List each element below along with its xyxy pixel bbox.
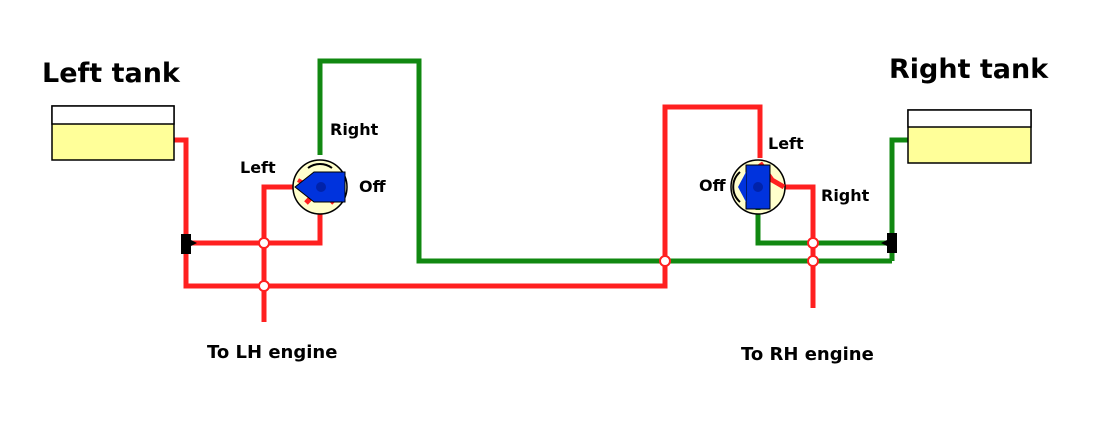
right-valve-label-left: Left xyxy=(768,134,804,153)
right-tank-label: Right tank xyxy=(889,54,1049,85)
right-valve-handle-tip-icon xyxy=(738,172,746,202)
crossover-hop xyxy=(258,237,270,249)
left-check-valve-icon xyxy=(181,234,197,254)
green-line-right-tank-outlet xyxy=(889,137,908,261)
crossover-hop xyxy=(659,255,671,267)
left-valve-label-right: Right xyxy=(330,120,379,139)
left-valve-ports-icon xyxy=(307,163,333,169)
red-line-left-tank-outlet xyxy=(174,104,763,289)
to-lh-engine-label: To LH engine xyxy=(207,342,337,363)
left-valve-label-off: Off xyxy=(359,177,387,196)
red-line-to-rh-engine xyxy=(783,184,816,308)
left-tank-label: Left tank xyxy=(42,58,181,89)
left-valve-hub xyxy=(316,182,326,192)
right-tank xyxy=(907,109,1032,164)
left-tank xyxy=(51,105,175,161)
red-line-to-lh-engine xyxy=(261,184,298,322)
right-valve-label-right: Right xyxy=(821,186,870,205)
crossover-hop xyxy=(807,237,819,249)
green-line-right-valve-feed xyxy=(755,205,892,246)
red-line-left-valve-feed xyxy=(186,212,323,246)
left-tank-top xyxy=(51,105,175,125)
right-check-valve-icon xyxy=(881,233,897,253)
right-valve-hub xyxy=(753,182,763,192)
check-valves xyxy=(181,233,897,254)
left-selector-valve xyxy=(292,159,348,215)
crossover-hop xyxy=(258,280,270,292)
right-valve-label-off: Off xyxy=(699,176,727,195)
green-fuel-lines xyxy=(317,58,908,264)
right-valve-ports-icon xyxy=(732,171,741,203)
right-tank-top xyxy=(907,109,1032,128)
red-fuel-lines xyxy=(174,104,816,322)
crossover-hop xyxy=(807,255,819,267)
left-valve-label-left: Left xyxy=(240,158,276,177)
line-crossover-hops xyxy=(258,237,819,292)
to-rh-engine-label: To RH engine xyxy=(741,344,874,365)
green-line-crossfeed xyxy=(317,58,892,264)
right-selector-valve xyxy=(730,159,786,215)
